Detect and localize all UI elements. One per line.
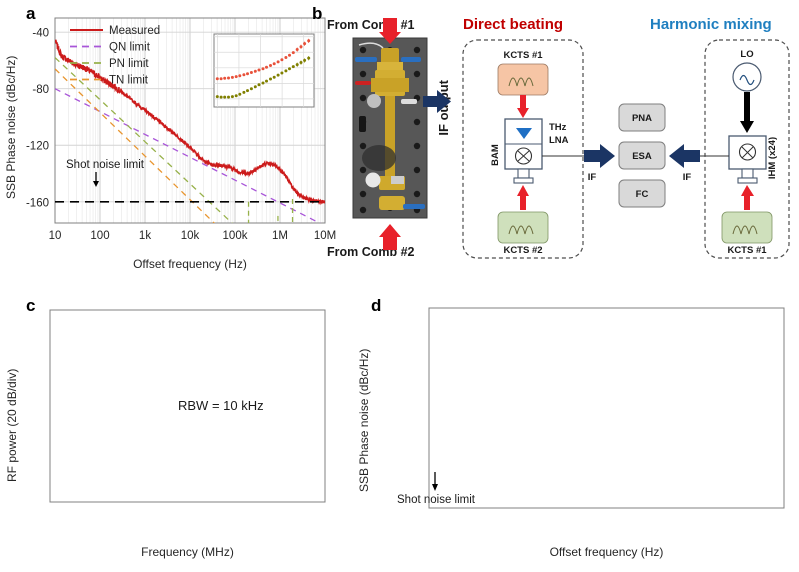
panel-c-chart: RBW = 10 kHz (49, 309, 326, 503)
lna-triangle-icon (516, 128, 532, 139)
lo-to-ihm-arrow (740, 92, 754, 133)
svg-text:TN limit: TN limit (109, 75, 149, 87)
svg-text:10M: 10M (314, 230, 336, 242)
lna-label: LNA (549, 135, 569, 146)
svg-text:10: 10 (49, 230, 62, 242)
svg-text:-40: -40 (32, 28, 49, 40)
block-lo (732, 62, 762, 92)
block-fc: FC (618, 179, 666, 208)
panel-b-title-direct: Direct beating (463, 16, 564, 33)
svg-text:1k: 1k (139, 230, 151, 242)
svg-text:QN limit: QN limit (109, 42, 151, 54)
panel-b-title-harmonic: Harmonic mixing (650, 16, 772, 33)
block-pna: PNA (618, 103, 666, 132)
svg-text:-160: -160 (26, 197, 49, 209)
if-arrow-right (669, 144, 700, 168)
lo-label: LO (740, 49, 753, 60)
svg-text:Measured: Measured (109, 25, 160, 37)
block-ihm-label: IHM (x24) (767, 137, 778, 179)
panel-c-xlabel: Frequency (MHz) (141, 545, 234, 559)
svg-text:10k: 10k (181, 230, 200, 242)
svg-text:100: 100 (90, 230, 109, 242)
block-kcts2-bottom (497, 211, 549, 244)
panel-a-letter: a (26, 4, 36, 23)
svg-text:ESA: ESA (632, 151, 652, 162)
panel-a-xlabel: Offset frequency (Hz) (133, 257, 247, 271)
svg-text:100k: 100k (223, 230, 248, 242)
svg-text:FC: FC (636, 189, 649, 200)
panel-c-rbw-annotation: RBW = 10 kHz (178, 398, 264, 413)
svg-text:PNA: PNA (632, 113, 652, 124)
panel-c-letter: c (26, 296, 36, 315)
if-output-arrow (423, 90, 451, 113)
panel-d-letter: d (371, 296, 382, 315)
input-arrow-top (379, 18, 401, 44)
panel-a-shot-noise-label: Shot noise limit (66, 159, 145, 171)
direct-beating-group-box (462, 39, 584, 259)
block-kcts1-bottom (721, 211, 773, 244)
panel-c-ylabel: RF power (20 dB/div) (5, 368, 19, 482)
block-kcts1-top-label: KCTS #1 (503, 50, 543, 61)
block-kcts1-top (497, 63, 549, 96)
panel-d-ylabel: SSB Phase noise (dBc/Hz) (357, 348, 371, 492)
panel-d-xlabel: Offset frequency (Hz) (549, 545, 664, 559)
svg-text:1M: 1M (272, 230, 288, 242)
input-arrow-bottom (379, 224, 401, 250)
svg-text:PN limit: PN limit (109, 58, 149, 70)
panel-b-letter: b (312, 4, 323, 23)
block-ihm (728, 135, 767, 184)
panel-a-chart: -40 -80 -120 -160 10 100 1k 10k 100k 1M 10M Measur… (26, 17, 336, 242)
svg-text:-120: -120 (26, 141, 49, 153)
if-left-label: IF (588, 172, 597, 183)
waveguide-photo (352, 37, 428, 219)
panel-a-ylabel: SSB Phase noise (dBc/Hz) (4, 55, 18, 200)
block-kcts2-label: KCTS #2 (503, 245, 542, 256)
if-arrow-left (584, 144, 615, 168)
harmonic-mixing-group-box (704, 39, 790, 259)
kcts2-to-bam-arrow (517, 185, 529, 210)
if-right-label: IF (683, 172, 692, 183)
block-bam (504, 118, 543, 184)
block-esa: ESA (618, 141, 666, 170)
kcts1-to-ihm-arrow (741, 185, 754, 210)
panel-d-chart: Shot noise limit (397, 307, 785, 509)
kcts1-to-bam-arrow (517, 95, 529, 118)
thz-label: THz (549, 122, 567, 133)
panel-d-shot-noise-label: Shot noise limit (397, 494, 476, 506)
svg-text:-80: -80 (32, 84, 49, 96)
block-kcts1-bottom-label: KCTS #1 (727, 245, 767, 256)
block-bam-label: BAM (490, 144, 501, 166)
panel-b-diagram: KCTS #1 BAM THz LNA (352, 18, 790, 259)
